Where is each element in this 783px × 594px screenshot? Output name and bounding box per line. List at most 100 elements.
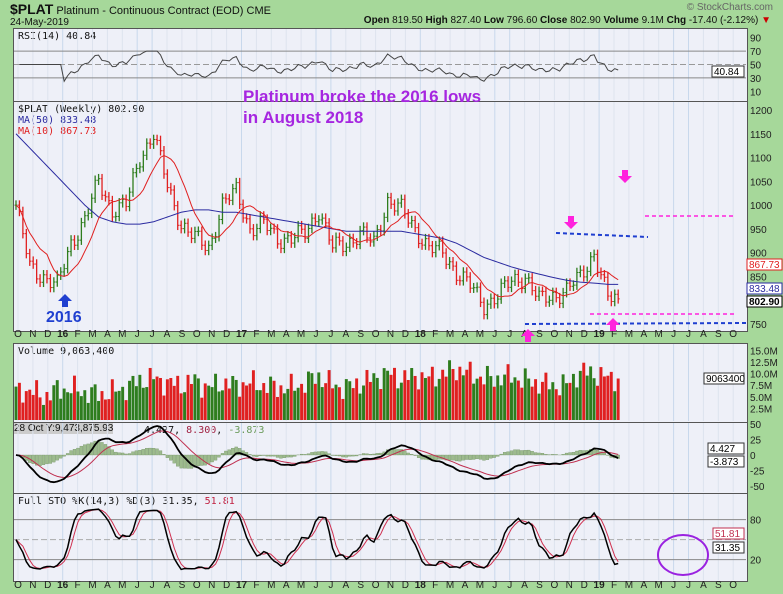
ma10-line: [15, 154, 619, 298]
volume-bar: [616, 378, 620, 420]
macd-histogram-bar: [100, 442, 104, 456]
volume-bar: [437, 378, 441, 420]
macd-histogram-bar: [468, 454, 472, 460]
volume-bar: [200, 397, 204, 420]
volume-bar: [613, 391, 617, 420]
volume-bar: [245, 385, 248, 420]
macd-value: 4.427: [144, 425, 175, 436]
macd-tick: -25: [750, 467, 765, 478]
macd-histogram-bar: [268, 454, 273, 457]
month-label: J: [686, 329, 691, 340]
volume-bar: [214, 373, 218, 420]
quote-summary: Open 819.50 High 827.40 Low 796.60 Close…: [364, 15, 771, 27]
volume-bar: [255, 390, 259, 420]
quote-value: 796.60: [506, 15, 541, 26]
month-label: O: [14, 329, 22, 340]
up-arrow-icon: [606, 318, 620, 331]
macd-histogram-bar: [172, 454, 176, 464]
month-label: N: [387, 329, 394, 340]
macd-histogram-bar: [248, 454, 252, 456]
macd-panel: 28 Oct Y:9,473,875.93 4.427, 8.300, -3.87…: [13, 422, 748, 494]
macd-histogram-bar: [527, 449, 531, 456]
month-label: D: [44, 329, 51, 340]
macd-histogram-bar: [189, 454, 194, 469]
macd-histogram-bar: [282, 454, 286, 459]
month-label: M: [655, 329, 663, 340]
macd-histogram-bar: [306, 453, 311, 456]
rsi-label: RSI(14) 40.84: [18, 31, 97, 42]
macd-histogram-bar: [530, 451, 534, 456]
volume-bar: [276, 396, 279, 420]
volume-bar: [17, 382, 21, 420]
macd-histogram-bar: [83, 444, 87, 456]
highlight-circle: [657, 534, 709, 576]
volume-bar: [520, 387, 524, 420]
volume-bar: [368, 381, 372, 420]
volume-bar: [234, 379, 238, 420]
volume-bar: [79, 396, 83, 420]
macd-histogram-bar: [162, 454, 166, 456]
volume-bar: [303, 392, 307, 420]
volume-bar: [320, 387, 324, 420]
month-label: 16: [57, 580, 69, 591]
volume-bar: [358, 393, 362, 420]
volume-bar: [21, 402, 25, 420]
macd-histogram-bar: [265, 454, 269, 457]
month-label: D: [44, 580, 51, 591]
macd-histogram-bar: [272, 454, 276, 457]
rsi-tick: 50: [750, 61, 762, 72]
month-label: A: [164, 329, 171, 340]
volume-bar: [227, 388, 231, 420]
month-label: F: [611, 329, 617, 340]
month-label: S: [179, 329, 186, 340]
quote-key: Low: [483, 15, 507, 26]
macd-histogram-bar: [258, 454, 262, 456]
quote-value: 802.90: [570, 15, 604, 26]
volume-bar: [269, 376, 273, 420]
month-label: M: [297, 329, 305, 340]
macd-histogram-bar: [523, 450, 527, 456]
month-label: M: [446, 329, 454, 340]
month-label: D: [402, 329, 409, 340]
macd-histogram-bar: [145, 448, 149, 456]
volume-bar: [103, 399, 107, 420]
volume-bar: [561, 374, 565, 420]
macd-histogram-bar: [365, 453, 369, 456]
month-label: O: [551, 329, 559, 340]
volume-bar: [527, 378, 531, 420]
price-tick: 1050: [750, 177, 773, 188]
macd-histogram-bar: [324, 451, 328, 456]
volume-bar: [114, 391, 118, 420]
macd-histogram-bar: [151, 448, 156, 456]
volume-bar: [503, 374, 507, 420]
macd-histogram-bar: [203, 454, 207, 466]
month-label: O: [193, 329, 201, 340]
price-tick: 1000: [750, 201, 773, 212]
macd-histogram-bar: [399, 449, 403, 456]
macd-values: 4.427, 8.300, -3.873: [144, 425, 265, 436]
volume-bar: [485, 365, 489, 420]
volume-bar: [76, 391, 80, 420]
sto-value-tag: [712, 541, 745, 554]
month-label: N: [29, 329, 36, 340]
month-label: A: [283, 580, 290, 591]
volume-bar: [444, 376, 448, 420]
month-label: J: [492, 329, 497, 340]
volume-bar: [86, 402, 90, 420]
month-label: 19: [594, 580, 606, 591]
macd-histogram-bar: [441, 454, 445, 460]
volume-bar: [599, 367, 603, 420]
volume-bar: [472, 383, 476, 420]
exchange: CME: [246, 5, 271, 17]
macd-histogram-bar: [286, 454, 290, 458]
macd-histogram-bar: [238, 448, 242, 456]
volume-bar: [296, 387, 300, 420]
month-label: S: [357, 580, 364, 591]
neckline: [555, 232, 649, 238]
volume-bar: [547, 389, 551, 420]
month-label: J: [671, 580, 676, 591]
month-label: J: [507, 329, 512, 340]
volume-bar: [196, 378, 200, 420]
price-tick: 950: [750, 225, 767, 236]
